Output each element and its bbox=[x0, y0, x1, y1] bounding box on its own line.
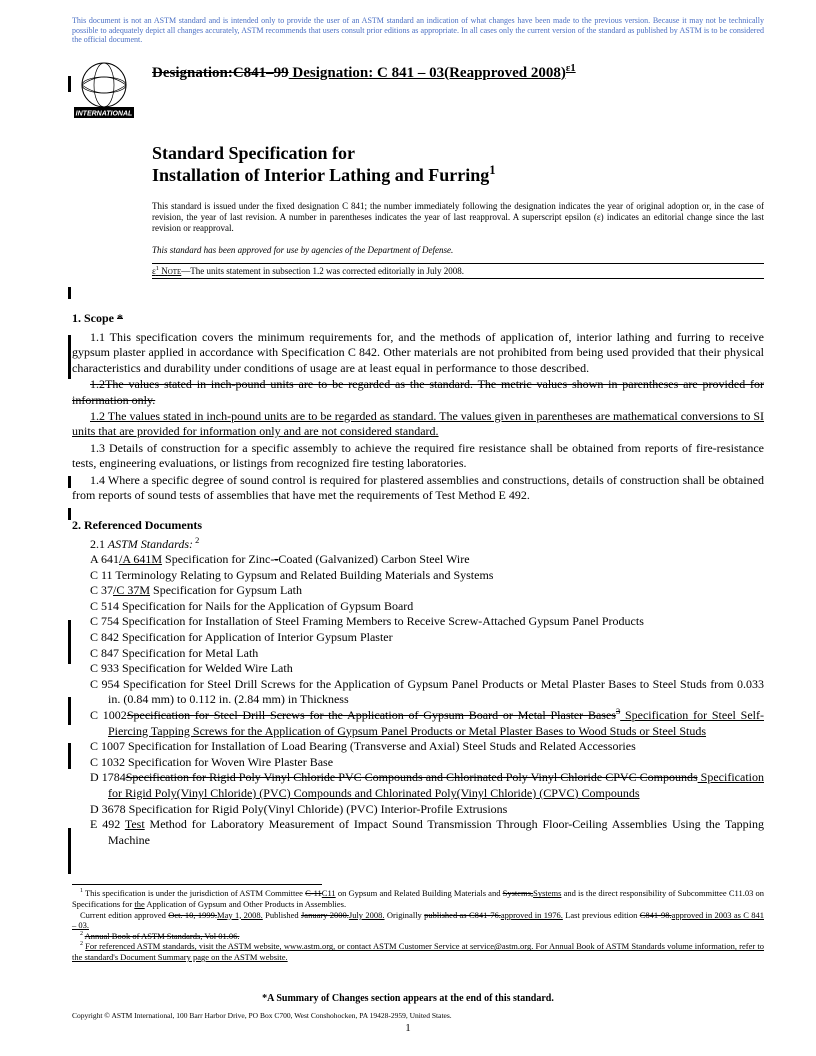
para-1-2-old: 1.2The values stated in inch-pound units… bbox=[72, 377, 764, 408]
spec-title-line2: Installation of Interior Lathing and Fur… bbox=[152, 164, 764, 187]
change-bar bbox=[68, 828, 71, 874]
footnote-1: 1 This specification is under the jurisd… bbox=[72, 888, 764, 909]
dod-approval-note: This standard has been approved for use … bbox=[152, 245, 764, 255]
footnote-2-old: 2 Annual Book of ASTM Standards, Vol 01.… bbox=[72, 931, 764, 942]
ref-c842: C 842 Specification for Application of I… bbox=[72, 630, 764, 646]
change-bar bbox=[68, 335, 71, 379]
ref-c847: C 847 Specification for Metal Lath bbox=[72, 646, 764, 662]
old-designation: Designation:C841–99 bbox=[152, 65, 289, 81]
designation-epsilon: ε1 bbox=[566, 63, 576, 74]
title-block: Standard Specification for Installation … bbox=[152, 142, 764, 187]
new-designation: Designation: C 841 – 03(Reapproved 2008) bbox=[289, 65, 566, 81]
ref-c514: C 514 Specification for Nails for the Ap… bbox=[72, 599, 764, 615]
ref-e492: E 492 Test Method for Laboratory Measure… bbox=[72, 817, 764, 848]
issuance-note: This standard is issued under the fixed … bbox=[152, 201, 764, 235]
ref-c754: C 754 Specification for Installation of … bbox=[72, 614, 764, 630]
scope-heading: 1. Scope * bbox=[72, 311, 764, 326]
page-number: 1 bbox=[0, 1022, 816, 1034]
ref-c11: C 11 Terminology Relating to Gypsum and … bbox=[72, 568, 764, 584]
change-bar bbox=[68, 287, 71, 299]
svg-text:INTERNATIONAL: INTERNATIONAL bbox=[76, 110, 133, 117]
para-1-3: 1.3 Details of construction for a specif… bbox=[72, 441, 764, 472]
ref-heading: 2. Referenced Documents bbox=[72, 518, 764, 533]
ref-c1002: C 1002Specification for Steel Drill Scre… bbox=[72, 708, 764, 739]
para-1-2-new: 1.2 The values stated in inch-pound unit… bbox=[72, 409, 764, 440]
epsilon-note: ε1 NOTE—The units statement in subsectio… bbox=[152, 263, 764, 279]
spec-title-line1: Standard Specification for bbox=[152, 142, 764, 165]
footnote-2-new: 2 For referenced ASTM standards, visit t… bbox=[72, 941, 764, 962]
astm-logo: INTERNATIONAL bbox=[72, 59, 136, 128]
ref-c1007: C 1007 Specification for Installation of… bbox=[72, 739, 764, 755]
change-bar bbox=[68, 508, 71, 520]
change-bar bbox=[68, 76, 71, 92]
ref-c933: C 933 Specification for Welded Wire Lath bbox=[72, 661, 764, 677]
change-bar bbox=[68, 697, 71, 725]
footnote-1-edition: Current edition approved Oct. 10, 1999.M… bbox=[72, 910, 764, 931]
ref-d3678: D 3678 Specification for Rigid Poly(Viny… bbox=[72, 802, 764, 818]
change-bar bbox=[68, 620, 71, 664]
ref-c37: C 37/C 37M Specification for Gypsum Lath bbox=[72, 583, 764, 599]
disclaimer-note: This document is not an ASTM standard an… bbox=[0, 0, 816, 51]
copyright: Copyright © ASTM International, 100 Barr… bbox=[72, 1011, 452, 1020]
change-bar bbox=[68, 743, 71, 769]
ref-c1032: C 1032 Specification for Woven Wire Plas… bbox=[72, 755, 764, 771]
main-content: 1. Scope * 1.1 This specification covers… bbox=[0, 279, 816, 849]
designation-block: Designation:C841–99 Designation: C 841 –… bbox=[152, 59, 764, 82]
header-row: INTERNATIONAL Designation:C841–99 Design… bbox=[0, 51, 816, 128]
change-bar bbox=[68, 476, 71, 488]
para-1-1: 1.1 This specification covers the minimu… bbox=[72, 330, 764, 377]
ref-a641: A 641/A 641M Specification for Zinc--Coa… bbox=[72, 552, 764, 568]
ref-d1784: D 1784Specification for Rigid Poly Vinyl… bbox=[72, 770, 764, 801]
para-1-4: 1.4 Where a specific degree of sound con… bbox=[72, 473, 764, 504]
designation-line: Designation:C841–99 Designation: C 841 –… bbox=[152, 65, 764, 82]
ref-sub: 2.1 ASTM Standards: 2 bbox=[72, 537, 764, 552]
ref-c954: C 954 Specification for Steel Drill Scre… bbox=[72, 677, 764, 708]
summary-note: *A Summary of Changes section appears at… bbox=[0, 993, 816, 1004]
